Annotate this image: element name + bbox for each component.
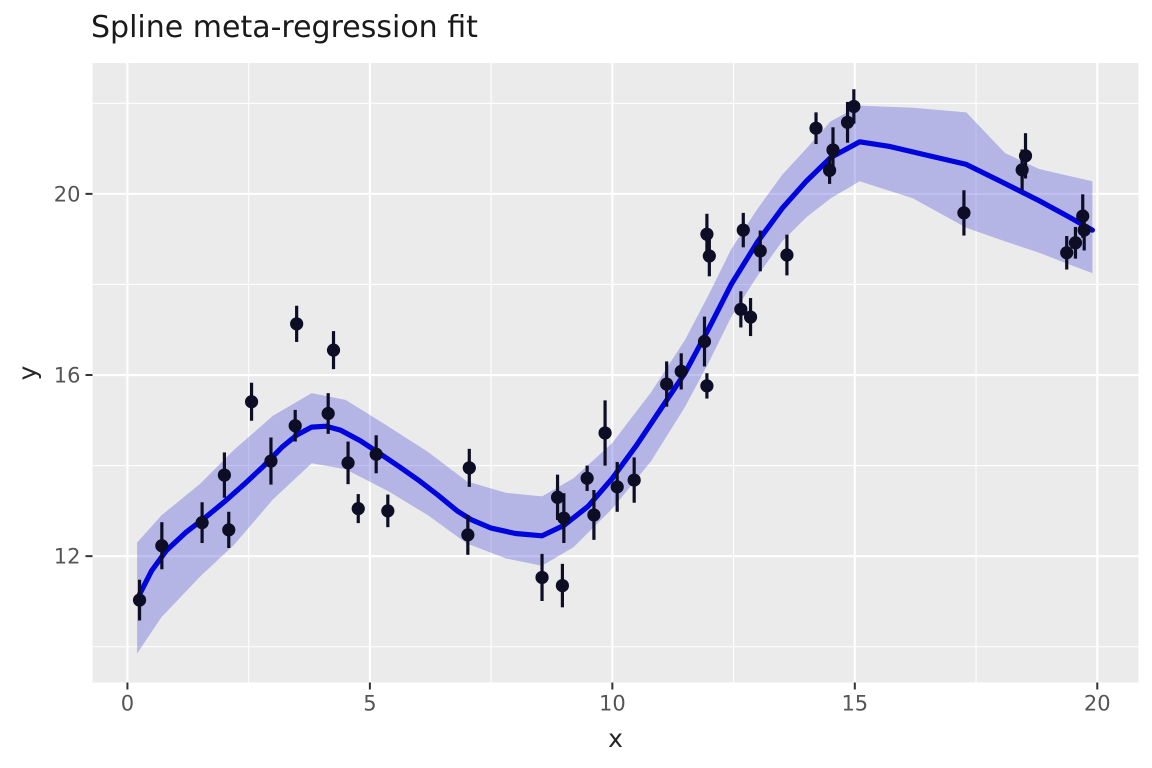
data-point	[290, 317, 304, 331]
data-point	[217, 468, 232, 482]
y-tick-label: 16	[54, 364, 81, 388]
data-point	[381, 504, 395, 518]
data-point	[809, 121, 823, 135]
data-point	[132, 593, 147, 607]
data-point	[351, 502, 365, 516]
y-tick-label: 12	[54, 545, 81, 569]
data-point	[535, 570, 549, 585]
data-point	[753, 244, 767, 258]
x-tick-label: 5	[363, 692, 376, 716]
confidence-ribbon	[137, 105, 1093, 654]
data-point	[700, 227, 714, 241]
data-point	[736, 223, 750, 237]
data-point	[598, 426, 612, 440]
data-point	[155, 539, 169, 553]
data-point	[702, 249, 716, 263]
chart-title: Spline meta-regression fit	[91, 10, 478, 45]
data-point	[369, 447, 383, 461]
x-tick-label: 0	[121, 692, 134, 716]
data-point	[222, 523, 236, 537]
gridlines-major	[92, 63, 1139, 683]
y-axis-title: y	[13, 365, 42, 381]
data-point	[288, 419, 302, 433]
data-point	[700, 379, 714, 393]
data-point	[557, 511, 571, 525]
y-tick-labels: 12 16 20	[54, 182, 81, 568]
y-tick-label: 20	[54, 182, 81, 206]
data-point	[660, 377, 674, 391]
data-point	[1077, 223, 1091, 237]
data-point	[822, 163, 837, 177]
data-point	[1018, 149, 1033, 163]
data-point	[826, 143, 840, 157]
data-point	[321, 406, 335, 421]
spline-fit-line	[134, 139, 1095, 602]
data-point	[555, 578, 569, 593]
x-tick-label: 10	[599, 692, 626, 716]
data-point	[580, 471, 594, 485]
x-axis-title: x	[608, 724, 623, 753]
gridlines-minor	[92, 63, 1139, 683]
data-point	[264, 454, 278, 468]
data-point	[462, 461, 476, 475]
data-point	[734, 302, 748, 316]
data-point	[550, 490, 565, 504]
data-point	[957, 206, 971, 220]
data-points	[132, 99, 1091, 607]
data-point	[610, 480, 624, 494]
data-point	[1068, 236, 1083, 250]
data-point	[341, 456, 355, 470]
data-point	[587, 508, 601, 522]
data-point	[840, 115, 855, 129]
data-point	[1076, 209, 1090, 223]
data-point	[1015, 163, 1029, 177]
x-tick-label: 20	[1084, 692, 1111, 716]
data-point	[627, 473, 641, 487]
data-point	[1060, 246, 1074, 260]
x-tick-label: 15	[841, 692, 868, 716]
data-point	[326, 343, 341, 357]
data-point	[461, 528, 475, 542]
data-point	[697, 334, 712, 349]
data-point	[674, 364, 688, 378]
data-point	[743, 310, 758, 324]
data-point	[244, 395, 259, 409]
x-tick-labels: 0 5 10 15 20	[121, 692, 1111, 716]
data-point	[847, 99, 861, 114]
data-point	[195, 516, 209, 530]
data-point	[780, 248, 794, 262]
axis-tick-marks	[85, 192, 1099, 690]
